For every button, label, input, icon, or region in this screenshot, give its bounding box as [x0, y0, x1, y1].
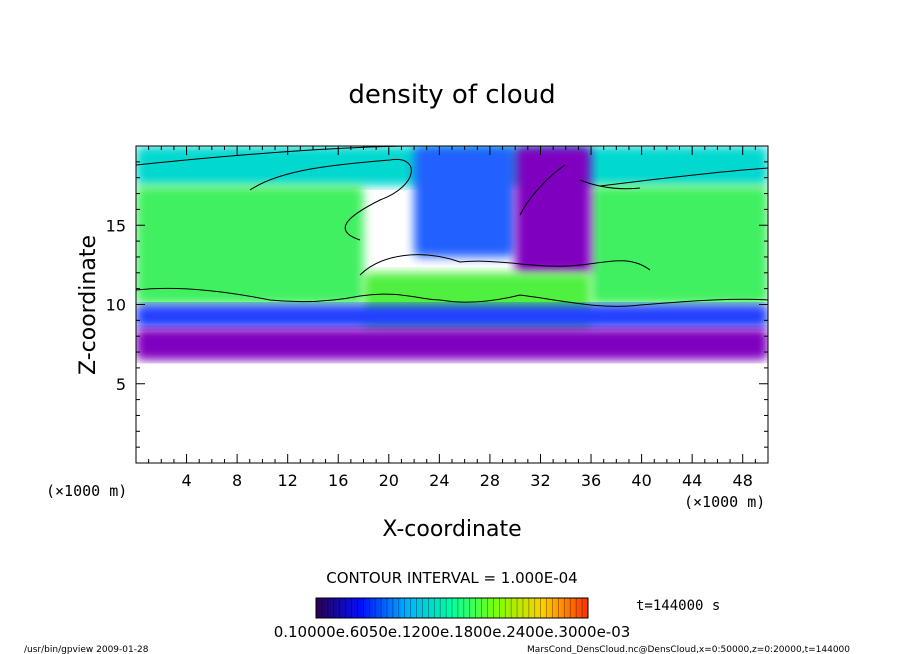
y-tick-label: 10 [106, 296, 126, 315]
x-unit-label-right: (×1000 m) [684, 493, 765, 511]
x-tick-label: 20 [379, 471, 399, 490]
contour-line-upper-left [249, 158, 412, 241]
region-green-layer-left [136, 185, 364, 305]
x-tick-label: 32 [530, 471, 550, 490]
contour-lines [136, 146, 768, 307]
region-purple-plume [515, 146, 592, 273]
contour-line-inner [359, 254, 651, 276]
colorbar-ticks [321, 598, 583, 618]
contour-interval-label: CONTOUR INTERVAL = 1.000E-04 [326, 569, 577, 587]
footer-right: MarsCond_DensCloud.nc@DensCloud,x=0:5000… [527, 645, 850, 654]
density-regions [136, 146, 768, 360]
y-axis: 5 10 15 [106, 161, 768, 448]
contour-line-plume [519, 164, 641, 216]
x-tick-label: 48 [733, 471, 753, 490]
x-tick-label: 40 [631, 471, 651, 490]
region-green-layer-right [591, 185, 768, 305]
x-tick-label: 36 [581, 471, 601, 490]
x-tick-label: 12 [278, 471, 298, 490]
x-unit-label-left: (×1000 m) [46, 482, 127, 500]
contour-line-middle [136, 287, 768, 307]
time-label: t=144000 s [636, 598, 720, 614]
density-field [136, 146, 768, 463]
x-tick-label: 4 [181, 471, 191, 490]
region-base-blue [136, 304, 768, 329]
x-tick-label: 44 [682, 471, 702, 490]
y-axis-label: Z-coordinate [76, 235, 101, 375]
x-tick-label: 28 [480, 471, 500, 490]
x-axis: 4 8 12 16 20 24 28 32 36 40 44 48 [148, 146, 756, 490]
y-tick-label: 5 [116, 375, 126, 394]
colorbar-labels: 0.10000e.6050e.1200e.1800e.2400e.3000e-0… [274, 623, 631, 641]
y-tick-label: 15 [106, 216, 126, 235]
x-tick-label: 24 [429, 471, 449, 490]
chart-title: density of cloud [348, 80, 555, 110]
x-axis-label: X-coordinate [382, 517, 521, 542]
footer-left: /usr/bin/gpview 2009-01-28 [24, 645, 149, 654]
x-tick-label: 16 [328, 471, 348, 490]
x-tick-label: 8 [232, 471, 242, 490]
region-blue-plume [414, 146, 516, 257]
region-base-purple [136, 328, 768, 360]
